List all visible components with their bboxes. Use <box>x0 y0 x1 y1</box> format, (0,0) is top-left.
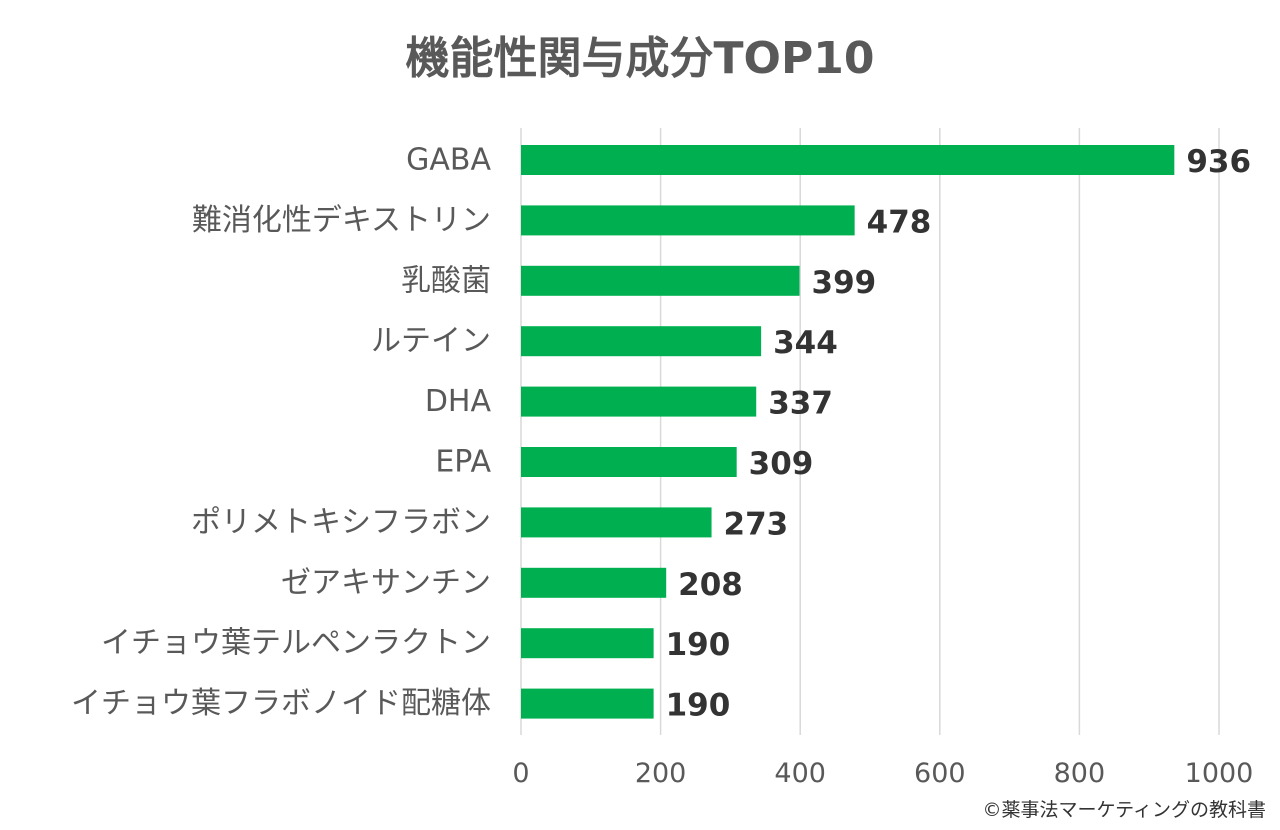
bar <box>521 205 855 236</box>
data-label: 309 <box>749 446 814 482</box>
data-labels: 936 478 399 344 337 309 273 208 190 190 <box>666 144 1251 724</box>
copyright-notice: ©薬事法マーケティングの教科書 <box>982 799 1266 821</box>
x-tick-label: 0 <box>512 758 529 789</box>
x-tick-label: 400 <box>774 758 826 789</box>
x-tick-label: 1000 <box>1185 758 1254 789</box>
data-label: 399 <box>812 265 877 301</box>
category-label: イチョウ葉フラボノイド配糖体 <box>71 686 491 721</box>
bar <box>521 326 762 357</box>
bar <box>521 567 667 598</box>
data-label: 936 <box>1186 144 1251 180</box>
data-label: 273 <box>724 506 789 542</box>
bar <box>521 507 712 538</box>
bar <box>521 688 654 719</box>
chart-title: 機能性関与成分TOP10 <box>405 33 875 84</box>
category-label: ゼアキサンチン <box>281 565 491 600</box>
category-label: ルテイン <box>371 324 491 359</box>
x-tick-label: 600 <box>914 758 966 789</box>
x-axis-ticks: 0 200 400 600 800 1000 <box>512 758 1253 789</box>
category-label: GABA <box>406 143 491 178</box>
category-label: ポリメトキシフラボン <box>191 505 491 540</box>
bars <box>521 145 1175 719</box>
bar <box>521 628 654 659</box>
bar <box>521 265 800 296</box>
x-tick-label: 800 <box>1054 758 1106 789</box>
data-label: 344 <box>773 325 838 361</box>
bar <box>521 447 737 477</box>
category-label: イチョウ葉テルペンラクトン <box>101 626 491 661</box>
data-label: 478 <box>867 204 932 240</box>
category-label: 難消化性デキストリン <box>192 203 491 238</box>
bar <box>521 145 1175 175</box>
category-label: DHA <box>425 384 492 419</box>
data-label: 337 <box>768 386 833 422</box>
x-tick-label: 200 <box>635 758 687 789</box>
category-label: EPA <box>435 445 491 480</box>
data-label: 208 <box>678 567 743 603</box>
category-label: 乳酸菌 <box>401 263 491 298</box>
data-label: 190 <box>666 627 731 663</box>
data-label: 190 <box>666 688 731 724</box>
bar <box>521 386 757 417</box>
